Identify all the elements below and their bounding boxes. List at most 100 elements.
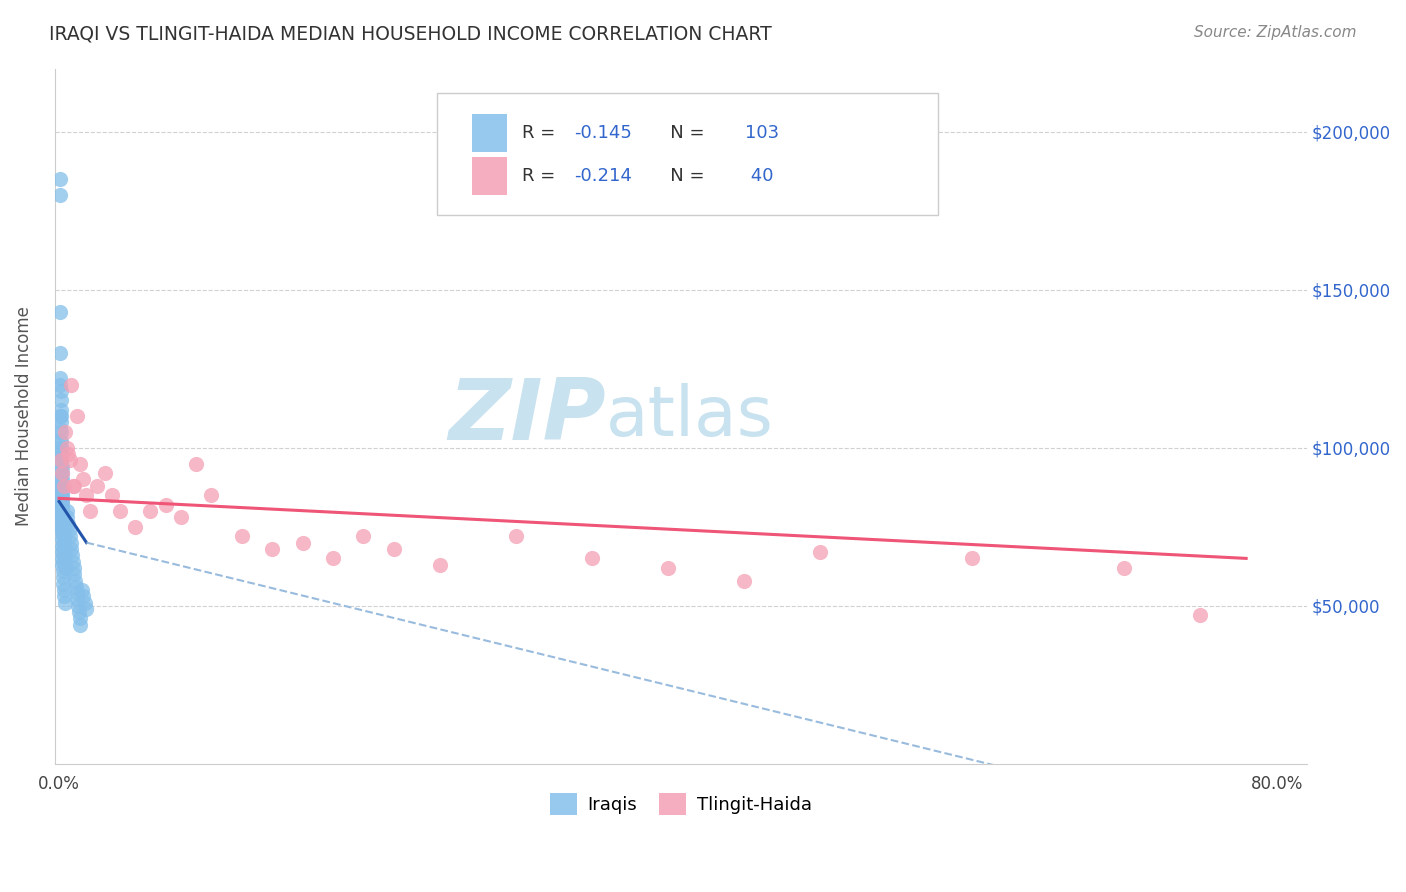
Point bbox=[69, 611, 91, 625]
Point bbox=[49, 507, 72, 521]
Point bbox=[59, 535, 82, 549]
Point bbox=[1189, 608, 1212, 623]
FancyBboxPatch shape bbox=[471, 113, 506, 152]
Point bbox=[49, 188, 72, 202]
Point bbox=[49, 393, 72, 408]
Point bbox=[59, 529, 82, 543]
Point bbox=[51, 491, 73, 506]
Point bbox=[73, 596, 96, 610]
Point bbox=[49, 482, 72, 496]
Point bbox=[51, 545, 73, 559]
Point bbox=[52, 576, 75, 591]
Point bbox=[49, 441, 72, 455]
Point bbox=[49, 447, 72, 461]
Point bbox=[51, 434, 73, 449]
Text: 103: 103 bbox=[745, 124, 779, 142]
Point bbox=[60, 541, 83, 556]
Point bbox=[51, 558, 73, 572]
Point bbox=[58, 523, 80, 537]
Point bbox=[55, 441, 77, 455]
Point bbox=[51, 523, 73, 537]
Point bbox=[49, 425, 72, 439]
Point bbox=[155, 498, 177, 512]
Text: N =: N = bbox=[654, 167, 710, 185]
Point bbox=[51, 510, 73, 524]
Point bbox=[51, 488, 73, 502]
Point bbox=[52, 582, 75, 597]
Point bbox=[51, 516, 73, 531]
Point bbox=[51, 510, 73, 524]
Point bbox=[58, 516, 80, 531]
Point bbox=[59, 453, 82, 467]
Point bbox=[52, 479, 75, 493]
Text: R =: R = bbox=[522, 124, 561, 142]
Point bbox=[49, 416, 72, 430]
Text: ZIP: ZIP bbox=[449, 375, 606, 458]
Point bbox=[124, 520, 146, 534]
Point bbox=[55, 504, 77, 518]
Point bbox=[76, 488, 98, 502]
Point bbox=[49, 500, 72, 515]
Point bbox=[86, 479, 108, 493]
Point bbox=[49, 457, 72, 471]
Point bbox=[56, 510, 79, 524]
Point bbox=[72, 472, 94, 486]
Text: -0.214: -0.214 bbox=[574, 167, 633, 185]
Point bbox=[63, 574, 86, 588]
Text: 40: 40 bbox=[745, 167, 773, 185]
Point bbox=[53, 548, 76, 562]
Point bbox=[62, 555, 84, 569]
Point bbox=[429, 558, 451, 572]
Point bbox=[51, 466, 73, 480]
Point bbox=[53, 425, 76, 439]
Point bbox=[51, 533, 73, 547]
Text: IRAQI VS TLINGIT-HAIDA MEDIAN HOUSEHOLD INCOME CORRELATION CHART: IRAQI VS TLINGIT-HAIDA MEDIAN HOUSEHOLD … bbox=[49, 25, 772, 44]
Point bbox=[49, 457, 72, 471]
Point bbox=[52, 529, 75, 543]
Point bbox=[60, 548, 83, 562]
Point bbox=[49, 371, 72, 385]
Point bbox=[51, 539, 73, 553]
Point bbox=[62, 561, 84, 575]
Point bbox=[79, 504, 101, 518]
FancyBboxPatch shape bbox=[436, 93, 938, 215]
Point bbox=[139, 504, 162, 518]
Point bbox=[51, 498, 73, 512]
Point bbox=[72, 590, 94, 604]
Point bbox=[52, 529, 75, 543]
Point bbox=[581, 551, 603, 566]
Text: atlas: atlas bbox=[606, 383, 773, 450]
Point bbox=[51, 472, 73, 486]
Point bbox=[51, 447, 73, 461]
Point bbox=[69, 457, 91, 471]
Point bbox=[51, 520, 73, 534]
Point bbox=[200, 488, 222, 502]
Point bbox=[52, 541, 75, 556]
Point bbox=[49, 453, 72, 467]
Point bbox=[66, 409, 89, 424]
Point bbox=[49, 377, 72, 392]
Point bbox=[69, 617, 91, 632]
Point bbox=[67, 605, 90, 619]
Point bbox=[960, 551, 983, 566]
Point bbox=[51, 551, 73, 566]
Point bbox=[52, 520, 75, 534]
Point bbox=[52, 548, 75, 562]
Point bbox=[62, 479, 84, 493]
Point bbox=[67, 599, 90, 613]
Point bbox=[505, 529, 527, 543]
Point bbox=[52, 570, 75, 584]
Point bbox=[101, 488, 124, 502]
Point bbox=[808, 545, 831, 559]
Point bbox=[231, 529, 253, 543]
Point bbox=[48, 172, 70, 186]
Point bbox=[53, 590, 76, 604]
Point bbox=[60, 377, 83, 392]
Point bbox=[49, 346, 72, 360]
Point bbox=[382, 541, 405, 556]
Point bbox=[733, 574, 755, 588]
Point bbox=[49, 463, 72, 477]
Point bbox=[51, 510, 73, 524]
Point bbox=[49, 475, 72, 490]
Point bbox=[52, 516, 75, 531]
